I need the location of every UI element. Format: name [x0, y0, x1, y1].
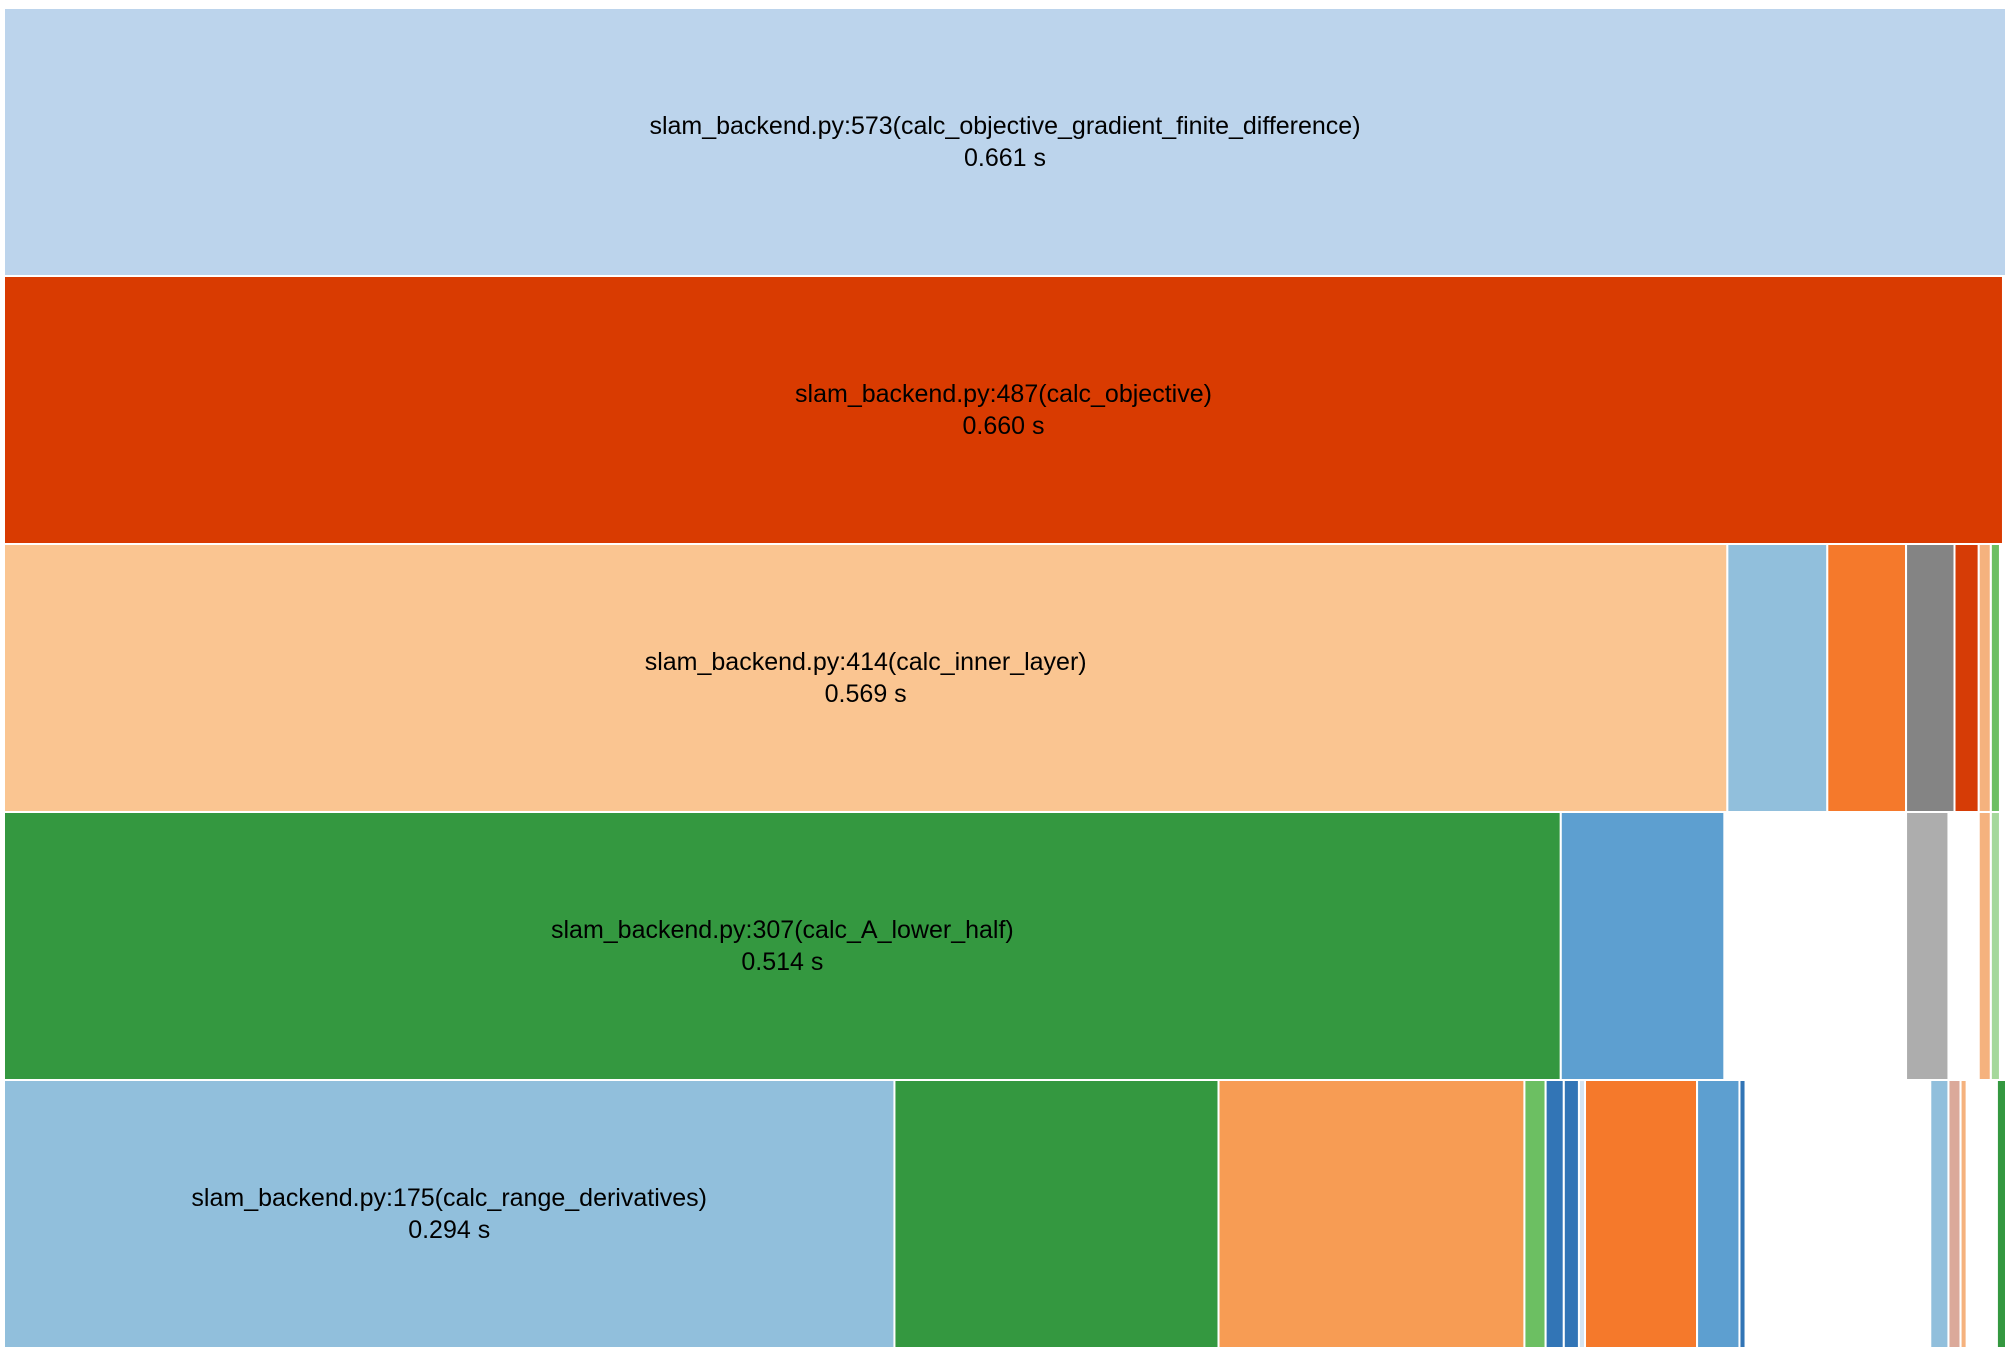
icicle-node-rect[interactable] [1523, 1079, 1547, 1349]
icicle-node[interactable] [1977, 543, 1992, 813]
icicle-node[interactable] [1584, 1079, 1699, 1349]
icicle-node-rect[interactable] [1995, 1079, 2008, 1349]
node-time-label: 0.569 s [825, 680, 907, 708]
icicle-node-rect[interactable] [1948, 812, 1978, 1080]
icicle-node-rect[interactable] [3, 1079, 896, 1349]
icicle-node[interactable]: slam_backend.py:414(calc_inner_layer) 0.5… [3, 543, 1729, 813]
icicle-node-rect[interactable] [1724, 812, 1906, 1080]
icicle-node[interactable] [1905, 543, 1956, 813]
icicle-node[interactable] [1989, 543, 2001, 813]
icicle-node[interactable] [1953, 543, 1980, 813]
icicle-node-rect[interactable] [1977, 811, 1992, 1081]
icicle-node-rect[interactable] [1544, 1079, 1565, 1349]
node-name-label: slam_backend.py:414(calc_inner_layer) [645, 648, 1087, 676]
icicle-node[interactable] [1738, 1079, 1747, 1349]
node-name-label: slam_backend.py:307(calc_A_lower_half) [551, 916, 1014, 944]
icicle-node-rect[interactable] [1905, 811, 1950, 1081]
icicle-node[interactable] [1544, 1079, 1565, 1349]
node-time-label: 0.294 s [408, 1216, 490, 1244]
icicle-node[interactable] [1826, 543, 1908, 813]
icicle-node-rect[interactable] [1989, 811, 2001, 1081]
icicle-node[interactable] [1995, 1079, 2008, 1349]
icicle-node[interactable] [1947, 1079, 1962, 1349]
icicle-node[interactable] [1724, 812, 1906, 1080]
icicle-node[interactable] [1726, 543, 1829, 813]
node-time-label: 0.660 s [962, 412, 1044, 440]
icicle-node-rect[interactable] [1696, 1079, 1741, 1349]
icicle-node-rect[interactable] [1826, 543, 1908, 813]
icicle-node-rect[interactable] [1947, 1079, 1962, 1349]
icicle-node-rect[interactable] [1559, 811, 1726, 1081]
icicle-node-rect[interactable] [1726, 543, 1829, 813]
icicle-node[interactable] [1905, 811, 1950, 1081]
icicle-node-rect[interactable] [1217, 1079, 1526, 1349]
node-time-label: 0.661 s [964, 144, 1046, 172]
icicle-node-rect[interactable] [1746, 1080, 1931, 1348]
icicle-node[interactable] [1217, 1079, 1526, 1349]
icicle-node[interactable]: slam_backend.py:487(calc_objective) 0.660… [3, 275, 2004, 545]
icicle-node-rect[interactable] [1562, 1079, 1580, 1349]
icicle-node[interactable] [1929, 1079, 1950, 1349]
icicle-node-rect[interactable] [1989, 543, 2001, 813]
icicle-node[interactable] [1959, 1079, 1968, 1349]
icicle-node[interactable] [1989, 811, 2001, 1081]
icicle-node-rect[interactable] [1977, 543, 1992, 813]
icicle-node-rect[interactable] [3, 7, 2007, 277]
icicle-node-rect[interactable] [1584, 1079, 1699, 1349]
icicle-node-rect[interactable] [3, 543, 1729, 813]
icicle-node[interactable] [1559, 811, 1726, 1081]
icicle-node[interactable] [1696, 1079, 1741, 1349]
icicle-node[interactable] [1977, 811, 1992, 1081]
icicle-node-rect[interactable] [1953, 543, 1980, 813]
icicle-node-rect[interactable] [1905, 543, 1956, 813]
node-name-label: slam_backend.py:487(calc_objective) [795, 380, 1212, 408]
node-name-label: slam_backend.py:175(calc_range_derivativ… [191, 1184, 707, 1212]
icicle-node-rect[interactable] [1929, 1079, 1950, 1349]
icicle-node[interactable] [1562, 1079, 1580, 1349]
icicle-node[interactable] [893, 1079, 1220, 1349]
icicle-node-rect[interactable] [3, 811, 1562, 1081]
icicle-node-rect[interactable] [1967, 1080, 1997, 1348]
icicle-node[interactable] [1967, 1080, 1997, 1348]
icicle-node-rect[interactable] [1959, 1079, 1968, 1349]
icicle-node-rect[interactable] [3, 275, 2004, 545]
icicle-node[interactable]: slam_backend.py:307(calc_A_lower_half) 0.… [3, 811, 1562, 1081]
icicle-node[interactable] [1948, 812, 1978, 1080]
icicle-node[interactable]: slam_backend.py:573(calc_objective_gradi… [3, 7, 2007, 277]
icicle-node-rect[interactable] [1738, 1079, 1747, 1349]
icicle-node[interactable] [1523, 1079, 1547, 1349]
node-time-label: 0.514 s [741, 948, 823, 976]
node-name-label: slam_backend.py:573(calc_objective_gradi… [649, 112, 1360, 140]
icicle-node[interactable]: slam_backend.py:175(calc_range_derivativ… [3, 1079, 896, 1349]
icicle-node-rect[interactable] [893, 1079, 1220, 1349]
icicle-node[interactable] [1746, 1080, 1931, 1348]
